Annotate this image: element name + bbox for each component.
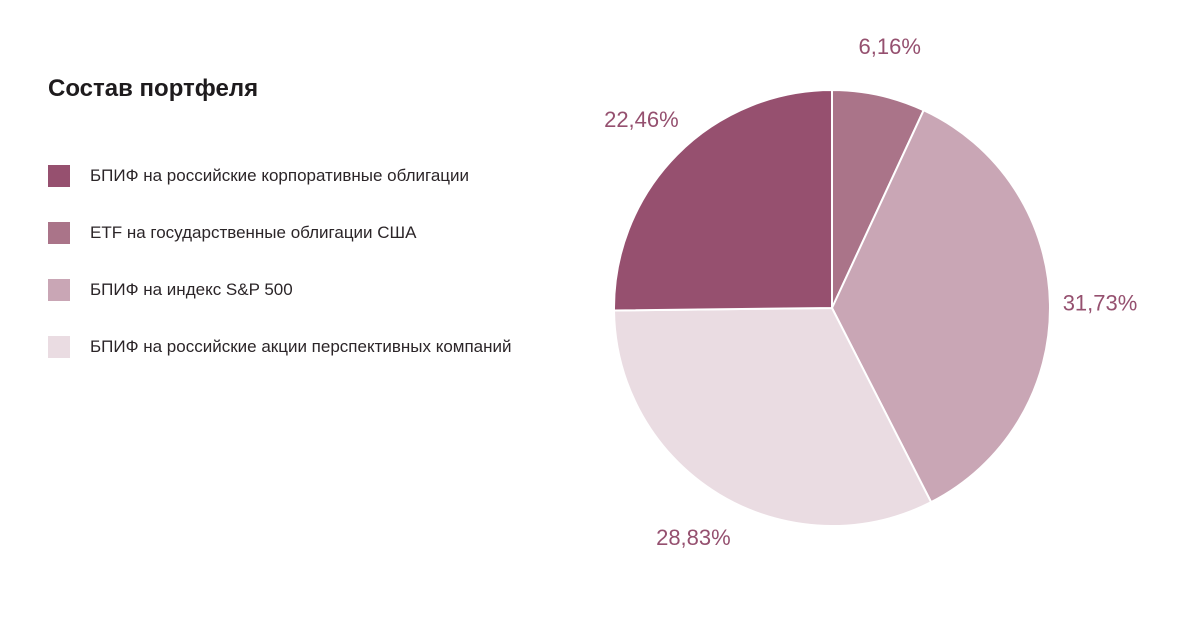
- legend-swatch: [48, 279, 70, 301]
- legend-item-ru-growth-stocks: БПИФ на российские акции перспективных к…: [48, 336, 512, 358]
- slice-value-label: 22,46%: [604, 107, 679, 132]
- legend-label: БПИФ на российские акции перспективных к…: [90, 337, 512, 356]
- slice-value-label: 28,83%: [656, 525, 731, 550]
- legend-label: ETF на государственные облигации США: [90, 223, 417, 242]
- slice-ru-growth-stocks: [612, 306, 933, 527]
- legend-label: БПИФ на индекс S&P 500: [90, 280, 293, 299]
- legend-swatch: [48, 336, 70, 358]
- legend: БПИФ на российские корпоративные облигац…: [48, 165, 512, 393]
- legend-swatch: [48, 165, 70, 187]
- slice-ru-corporate-bonds: [613, 88, 833, 312]
- pie-slices: [612, 88, 1051, 527]
- pie-value-labels: 6,16% 31,73% 28,83% 22,46%: [604, 34, 1137, 550]
- slice-value-label: 6,16%: [859, 34, 921, 59]
- slice-sp500: [830, 108, 1051, 504]
- slice-value-label: 31,73%: [1063, 290, 1138, 315]
- legend-swatch: [48, 222, 70, 244]
- legend-label: БПИФ на российские корпоративные облигац…: [90, 166, 470, 185]
- legend-item-ru-corporate-bonds: БПИФ на российские корпоративные облигац…: [48, 165, 512, 187]
- legend-item-sp500: БПИФ на индекс S&P 500: [48, 279, 512, 301]
- chart-title: Состав портфеля: [48, 75, 259, 102]
- legend-item-us-treasury-etf: ETF на государственные облигации США: [48, 222, 512, 244]
